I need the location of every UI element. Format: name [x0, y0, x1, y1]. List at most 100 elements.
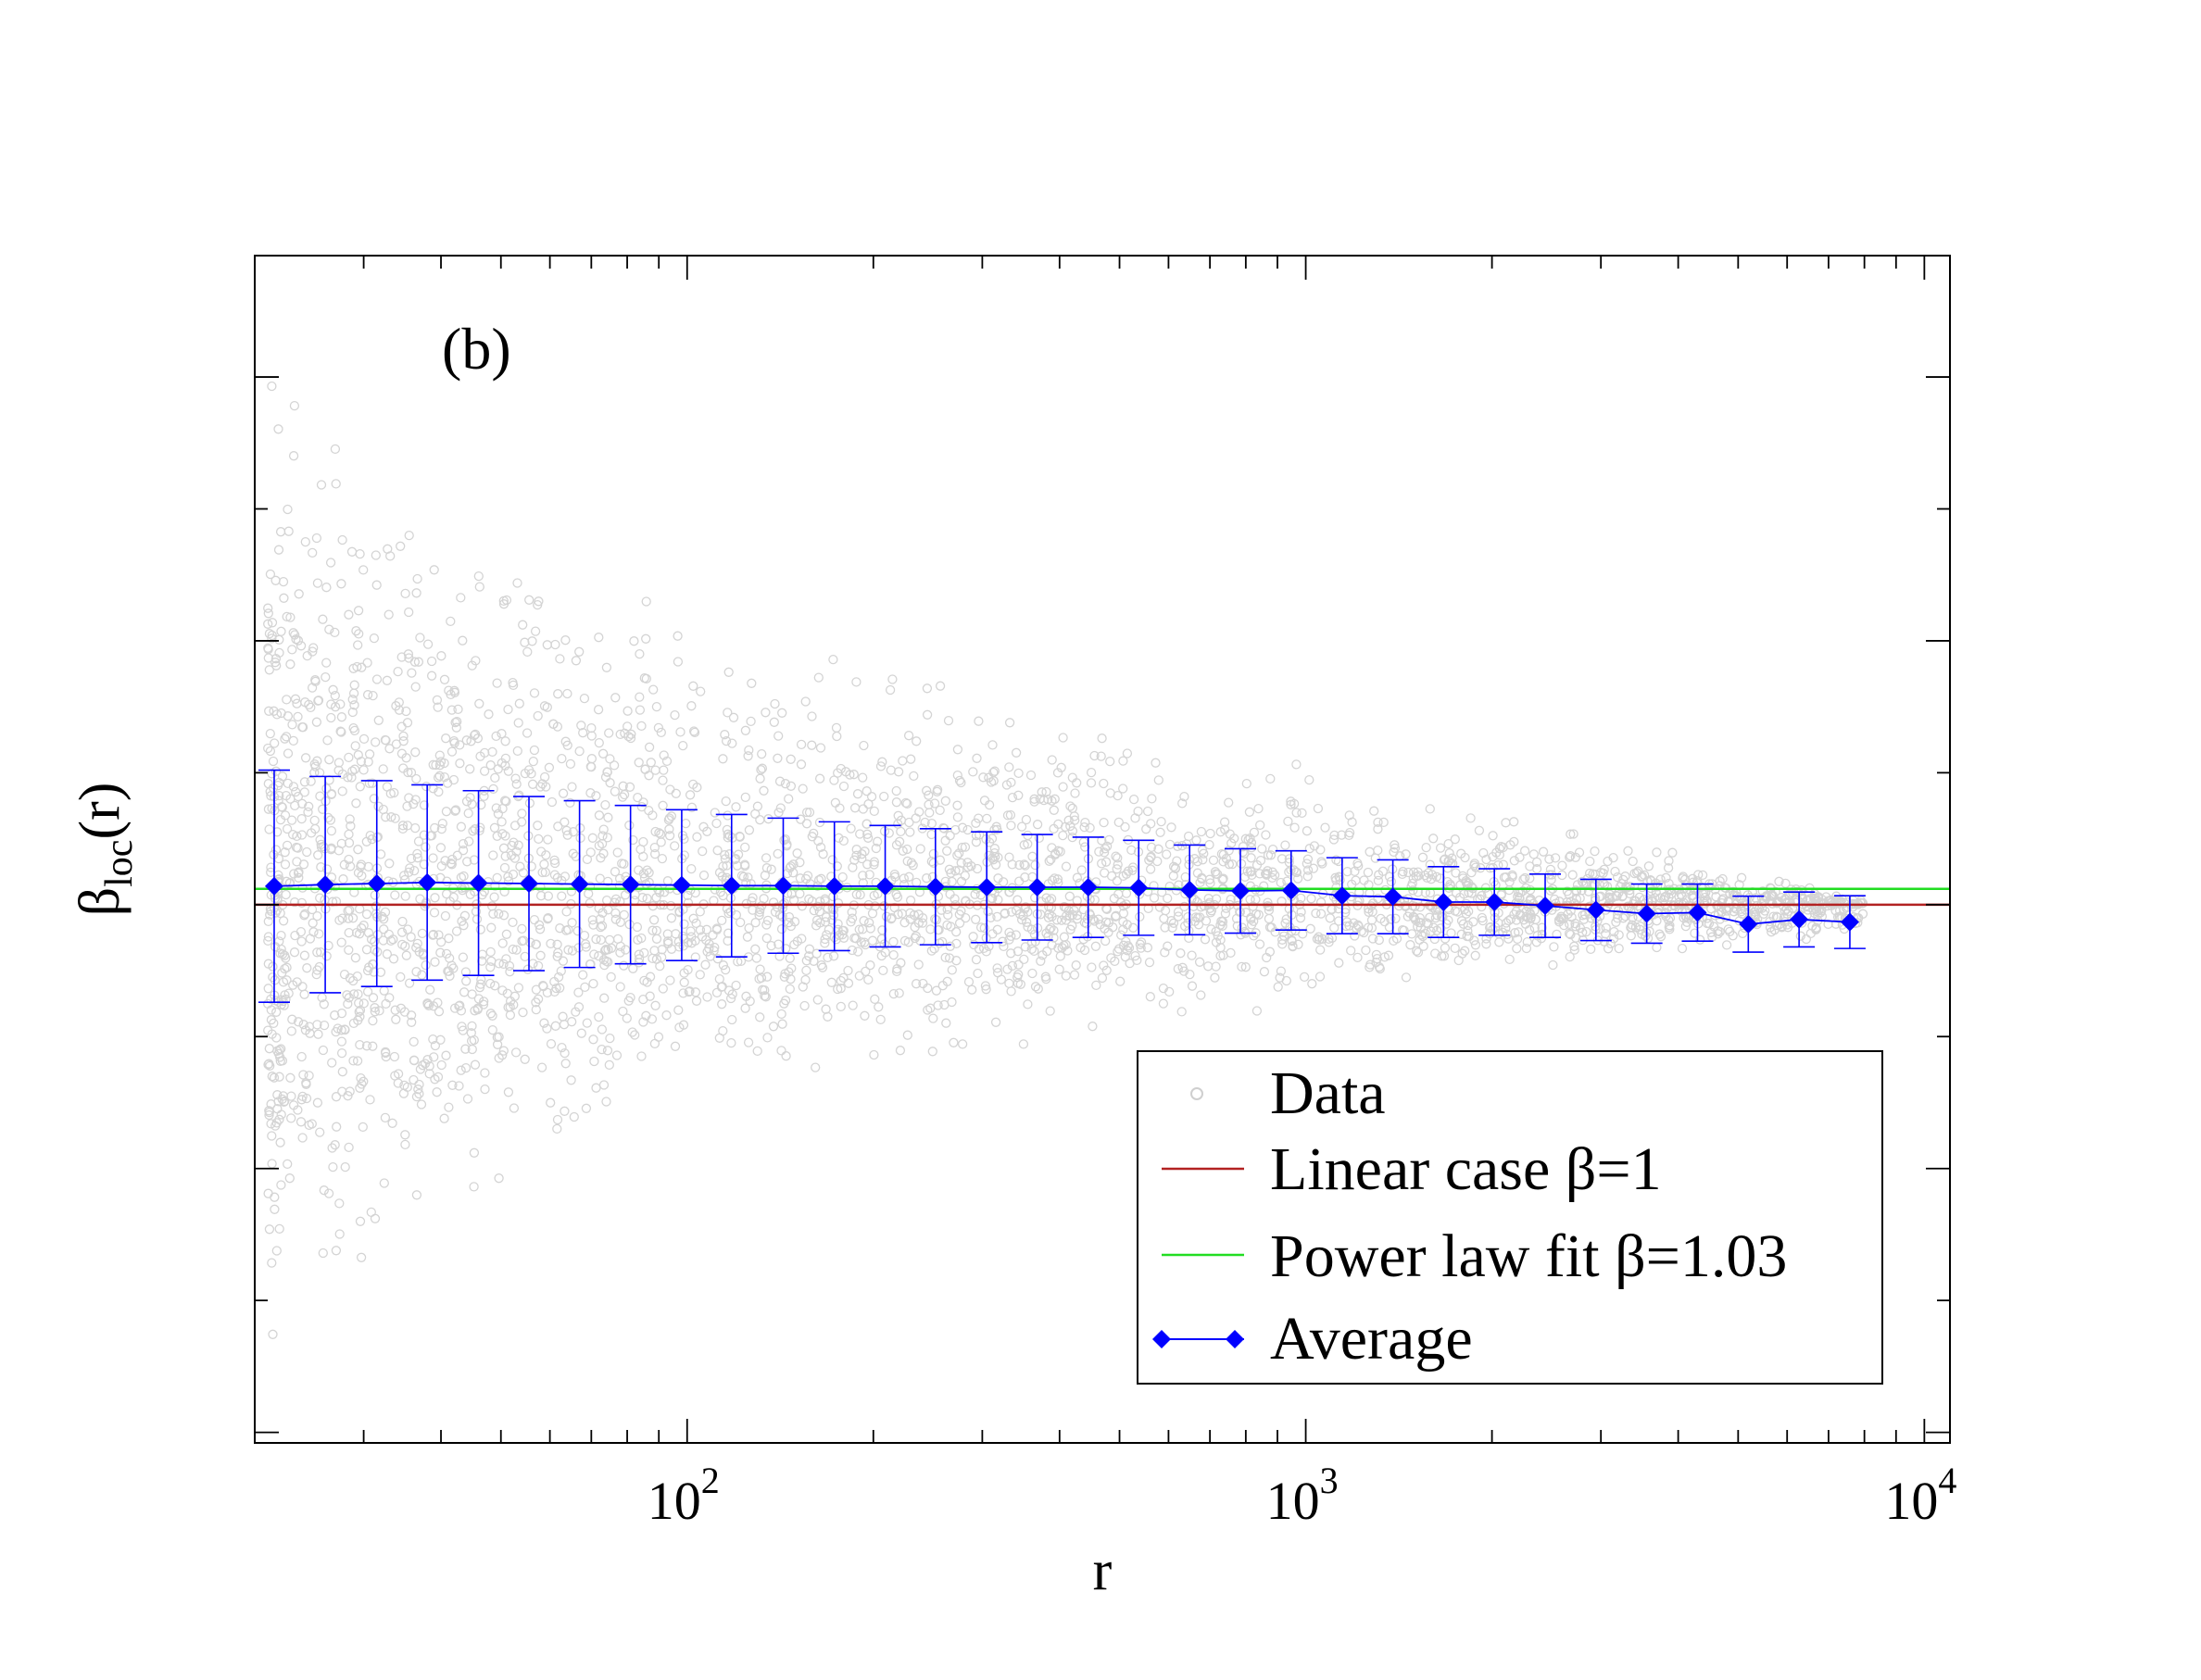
data-point	[1478, 915, 1488, 926]
data-point	[760, 871, 771, 881]
data-point	[1474, 825, 1485, 835]
data-point	[721, 796, 731, 807]
data-point	[1187, 950, 1197, 960]
data-point	[874, 1002, 884, 1012]
data-point	[1488, 851, 1498, 862]
data-point	[510, 773, 521, 784]
data-point	[950, 866, 961, 876]
data-point	[293, 843, 303, 853]
data-point	[267, 381, 277, 392]
data-point	[925, 1003, 936, 1013]
data-point	[1549, 942, 1559, 952]
data-point	[666, 913, 677, 923]
data-point	[321, 658, 332, 668]
data-point	[698, 846, 708, 857]
data-point	[695, 907, 705, 917]
data-point	[779, 972, 789, 982]
data-point	[1352, 859, 1363, 869]
data-point	[1512, 934, 1523, 945]
data-point	[1470, 862, 1481, 872]
data-point	[461, 976, 472, 986]
data-point	[551, 983, 561, 994]
data-point	[1478, 847, 1489, 859]
data-point	[981, 984, 991, 995]
data-point	[363, 928, 374, 938]
data-point	[472, 1004, 483, 1015]
data-point	[1023, 999, 1033, 1009]
data-point	[543, 891, 554, 901]
data-point	[1723, 924, 1733, 934]
data-point	[945, 941, 955, 951]
data-point	[549, 976, 560, 987]
data-point	[891, 797, 902, 808]
data-point	[1367, 934, 1378, 944]
data-point	[369, 967, 379, 977]
data-point	[1450, 834, 1460, 845]
data-point	[1562, 897, 1572, 908]
data-point	[1611, 917, 1621, 927]
data-point	[679, 977, 689, 987]
data-point	[982, 813, 992, 824]
data-point	[1056, 762, 1066, 772]
data-point	[1085, 822, 1095, 834]
data-point	[947, 997, 957, 1008]
data-point	[625, 733, 636, 744]
data-point	[943, 909, 953, 921]
data-point	[744, 745, 754, 756]
data-point	[524, 798, 535, 809]
data-point	[601, 1097, 611, 1107]
data-point	[777, 708, 787, 718]
x-tick-label: 103	[1266, 1460, 1339, 1531]
data-point	[864, 870, 874, 880]
data-point	[610, 867, 621, 877]
data-point	[369, 794, 379, 804]
data-point	[1251, 859, 1263, 871]
data-point	[1027, 968, 1038, 979]
data-point	[1004, 762, 1014, 772]
data-point	[370, 1007, 380, 1017]
data-point	[356, 756, 367, 767]
data-point	[1238, 846, 1248, 858]
data-point	[1408, 885, 1418, 896]
data-point	[371, 580, 382, 590]
data-point	[460, 1044, 471, 1054]
data-point	[851, 850, 862, 860]
data-point	[391, 1014, 401, 1024]
data-point	[334, 1229, 345, 1239]
average-point	[316, 875, 335, 895]
data-point	[1376, 913, 1386, 924]
data-point	[490, 981, 500, 991]
data-point	[458, 838, 469, 849]
data-point	[1194, 957, 1205, 967]
legend-marker-average-diamond-right	[1226, 1330, 1244, 1348]
data-point	[807, 711, 817, 721]
data-point	[488, 850, 498, 860]
data-point	[661, 756, 673, 767]
data-point	[863, 799, 874, 809]
data-point	[296, 1095, 307, 1105]
data-point	[718, 754, 728, 764]
plot-frame	[254, 255, 1951, 1444]
data-point	[1416, 930, 1427, 940]
y-axis-title-main: β	[69, 887, 132, 917]
average-point	[418, 872, 437, 892]
data-point	[1635, 924, 1645, 935]
data-point	[485, 760, 496, 771]
data-point	[531, 984, 542, 995]
data-point	[1488, 831, 1498, 841]
data-point	[714, 1033, 724, 1043]
data-point	[1315, 909, 1327, 919]
data-point	[909, 771, 919, 782]
data-point	[1242, 866, 1252, 876]
data-point	[265, 569, 276, 580]
data-point	[263, 608, 273, 619]
data-point	[280, 859, 291, 870]
data-point	[394, 697, 404, 708]
data-point	[1276, 966, 1287, 976]
data-point	[1075, 943, 1086, 953]
data-point	[881, 911, 892, 921]
data-point	[297, 721, 308, 733]
data-point	[1196, 990, 1206, 1000]
data-point	[499, 796, 510, 806]
data-point	[272, 1104, 283, 1114]
